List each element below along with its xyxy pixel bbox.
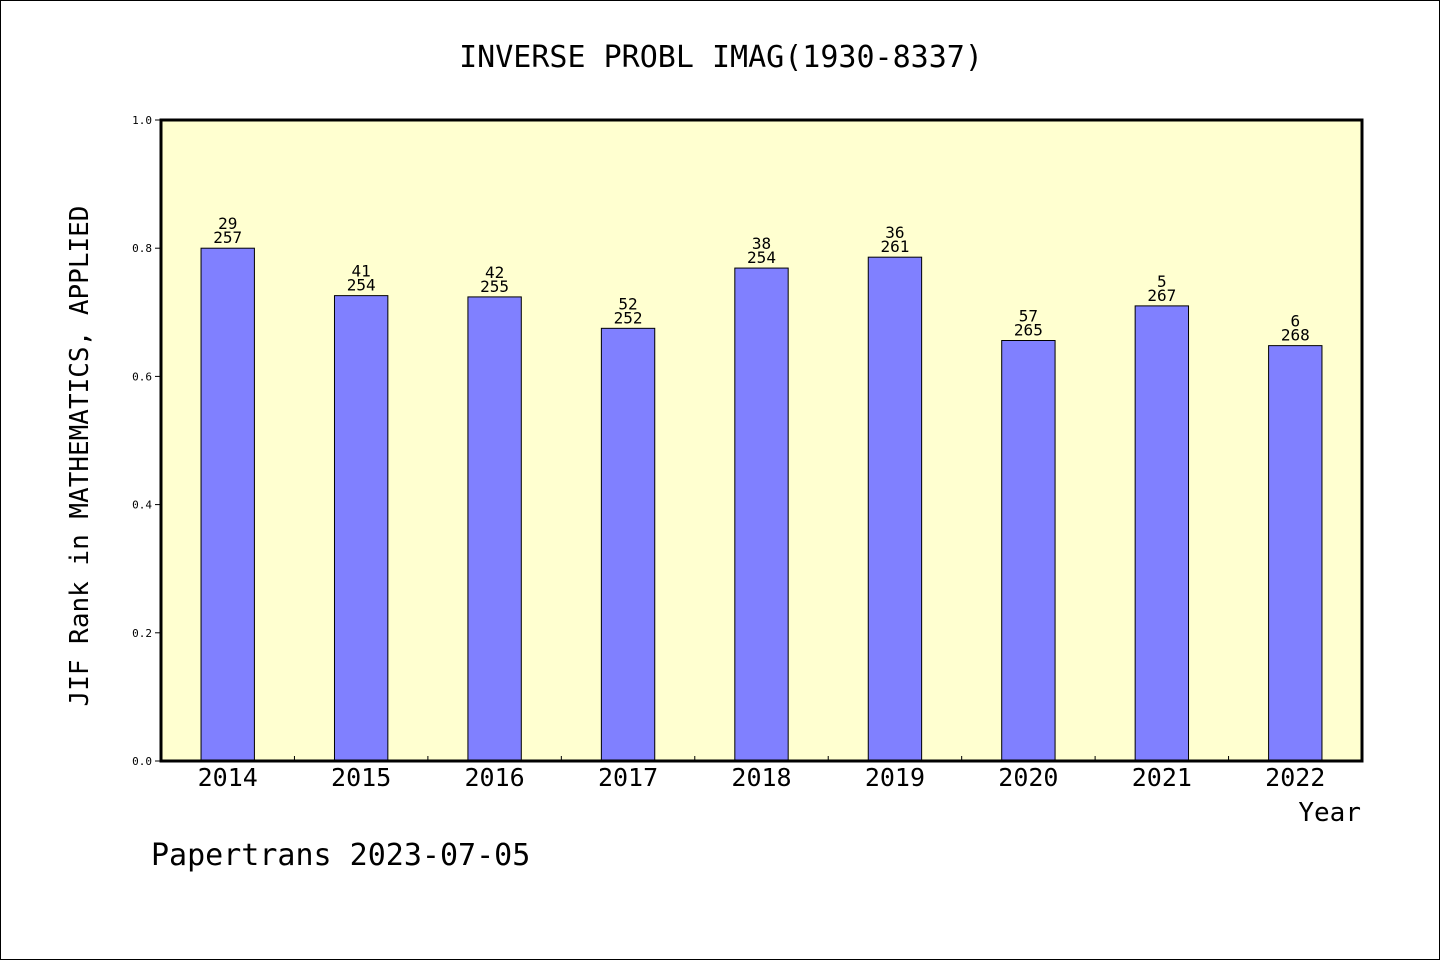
bar-rank-label: 41 [352,262,371,281]
x-axis: 2014 2015 2016 2017 2018 2019 2020 2021 2022 [198,756,1325,792]
bar-total-label: 252 [614,308,643,327]
bar-total-label: 261 [880,237,909,256]
bar-2014 [200,247,255,762]
bar-rank-label: 29 [218,214,237,233]
bar-2017 [600,327,656,762]
bar-total-label: 267 [1147,286,1176,305]
bar-rank-label: 36 [885,223,904,242]
x-tick-label: 2018 [731,763,791,792]
bar-total-label: 268 [1281,326,1310,345]
y-axis: 0.0 0.2 0.4 0.6 0.8 1.0 [132,114,161,768]
chart-title: INVERSE PROBL IMAG(1930-8337) [459,40,983,75]
bar-2016 [467,296,522,762]
y-tick-label: 1.0 [132,114,152,127]
bar-rank-label: 5 [1157,272,1167,291]
y-tick-label: 0.2 [132,627,152,640]
bar-2019 [867,256,923,762]
y-axis-title: JIF Rank in MATHEMATICS, APPLIED [65,206,95,707]
x-tick-label: 2021 [1132,763,1192,792]
y-tick-label: 0.8 [132,242,152,255]
bar-rank-label: 57 [1019,307,1038,326]
bars-group [200,247,1323,762]
bar-total-label: 265 [1014,321,1043,340]
footer-credit: Papertrans 2023-07-05 [151,838,530,873]
y-tick-label: 0.0 [132,755,152,768]
bar-rank-label: 42 [485,263,504,282]
x-tick-label: 2017 [598,763,658,792]
y-tick-label: 0.6 [132,370,152,383]
bar-labels-group: 2925741254422555225238254362615726552676… [213,214,1309,344]
plot-border [159,118,1364,763]
y-tick-label: 0.4 [132,499,152,512]
bar-2018 [734,267,789,762]
x-tick-label: 2016 [465,763,525,792]
bar-2021 [1134,305,1190,762]
bar-rank-label: 52 [618,294,637,313]
bar-rank-label: 6 [1290,312,1300,331]
bar-2020 [1001,340,1056,762]
x-tick-label: 2014 [198,763,258,792]
x-tick-label: 2015 [331,763,391,792]
x-tick-label: 2020 [998,763,1058,792]
bar-total-label: 254 [347,276,376,295]
bar-total-label: 257 [213,228,242,247]
bar-rank-label: 38 [752,234,771,253]
x-axis-title: Year [1298,798,1361,828]
bar-total-label: 255 [480,277,509,296]
bar-2022 [1268,345,1323,762]
x-tick-label: 2019 [865,763,925,792]
bar-2015 [333,295,389,762]
x-tick-label: 2022 [1265,763,1325,792]
bar-total-label: 254 [747,248,776,267]
